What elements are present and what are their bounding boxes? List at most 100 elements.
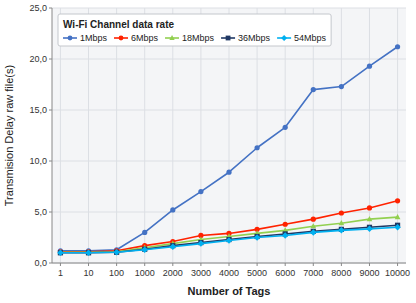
data-point: [338, 227, 345, 234]
y-tick: [49, 8, 52, 9]
y-tick: [49, 263, 52, 264]
legend-marker: [226, 36, 231, 41]
x-tick: [172, 263, 173, 266]
legend-item: 18Mbps: [165, 33, 215, 43]
x-tick: [88, 263, 89, 266]
data-point: [254, 234, 261, 241]
x-tick-label: 5000: [247, 268, 267, 278]
data-point: [58, 250, 63, 255]
data-point: [395, 44, 400, 49]
data-point: [367, 205, 372, 210]
data-point: [57, 250, 64, 256]
x-tick-label: 6000: [275, 268, 295, 278]
legend-item: 6Mbps: [114, 33, 159, 43]
y-tick: [49, 59, 52, 60]
x-tick: [313, 263, 314, 266]
x-tick: [229, 263, 230, 266]
legend-label: 54Mbps: [294, 33, 327, 43]
series-group: [57, 44, 401, 256]
x-tick: [369, 263, 370, 266]
x-tick-label: 1000: [135, 268, 155, 278]
data-point: [367, 64, 372, 69]
data-point: [283, 125, 288, 130]
series: [58, 44, 400, 253]
data-point: [339, 84, 344, 89]
y-tick: [49, 212, 52, 213]
data-point: [366, 226, 373, 233]
series: [58, 223, 400, 256]
x-tick-label: 10000: [385, 268, 410, 278]
series: [58, 198, 400, 254]
legend-item: 36Mbps: [221, 33, 271, 43]
legend-title: Wi-Fi Channel data rate: [63, 19, 174, 30]
legend-label: 18Mbps: [182, 33, 215, 43]
data-point: [142, 230, 147, 235]
y-tick: [49, 161, 52, 162]
series-line: [60, 227, 397, 253]
legend-label: 6Mbps: [131, 33, 159, 43]
y-tick-label: 10,0: [29, 156, 47, 166]
y-tick: [49, 110, 52, 111]
x-tick-label: 4000: [219, 268, 239, 278]
x-tick-label: 100: [109, 268, 124, 278]
x-tick: [341, 263, 342, 266]
x-tick-label: 2000: [163, 268, 183, 278]
data-point: [310, 223, 316, 228]
x-tick: [257, 263, 258, 266]
grid: [52, 8, 406, 263]
x-tick: [200, 263, 201, 266]
y-tick-label: 15,0: [29, 105, 47, 115]
chart: 0,05,010,015,020,025,0110100100020003000…: [0, 0, 416, 303]
legend-item: 54Mbps: [277, 33, 327, 43]
data-point: [113, 249, 120, 256]
x-tick-label: 9000: [359, 268, 379, 278]
y-tick-label: 5,0: [34, 207, 47, 217]
legend-item: 1Mbps: [63, 33, 108, 43]
series: [57, 224, 401, 256]
data-point: [226, 170, 231, 175]
data-point: [395, 214, 401, 219]
x-tick: [116, 263, 117, 266]
x-tick: [144, 263, 145, 266]
data-point: [226, 237, 233, 244]
series: [58, 214, 401, 254]
series-line: [60, 201, 397, 252]
legend-marker: [169, 35, 174, 40]
y-tick-label: 20,0: [29, 54, 47, 64]
data-point: [282, 232, 289, 239]
legend: Wi-Fi Channel data rate 1Mbps 6Mbps 18Mbps 3…: [58, 14, 331, 46]
y-axis-line: [52, 8, 53, 263]
legend-marker: [281, 35, 287, 41]
data-point: [254, 145, 259, 150]
data-point: [310, 229, 317, 236]
legend-box: [58, 14, 331, 46]
legend-label: 36Mbps: [238, 33, 271, 43]
data-point: [339, 210, 344, 215]
data-point: [339, 220, 345, 225]
x-tick: [60, 263, 61, 266]
series-line: [60, 47, 397, 251]
x-tick-label: 3000: [191, 268, 211, 278]
x-tick: [397, 263, 398, 266]
data-point: [394, 224, 401, 231]
data-point: [283, 222, 288, 227]
x-tick: [285, 263, 286, 266]
y-tick-label: 25,0: [29, 3, 47, 13]
data-point: [170, 207, 175, 212]
data-point: [85, 250, 92, 256]
data-point: [170, 243, 177, 250]
series-line: [60, 225, 397, 253]
data-point: [311, 87, 316, 92]
data-point: [86, 250, 91, 255]
series-line: [60, 217, 397, 252]
plot-area: [52, 8, 406, 263]
legend-label: 1Mbps: [80, 33, 108, 43]
legend-marker: [119, 36, 124, 41]
x-tick-label: 8000: [331, 268, 351, 278]
data-point: [114, 250, 119, 255]
data-point: [198, 189, 203, 194]
data-point: [198, 240, 205, 247]
x-tick-label: 10: [84, 268, 94, 278]
data-point: [367, 216, 373, 221]
x-tick-label: 7000: [303, 268, 323, 278]
